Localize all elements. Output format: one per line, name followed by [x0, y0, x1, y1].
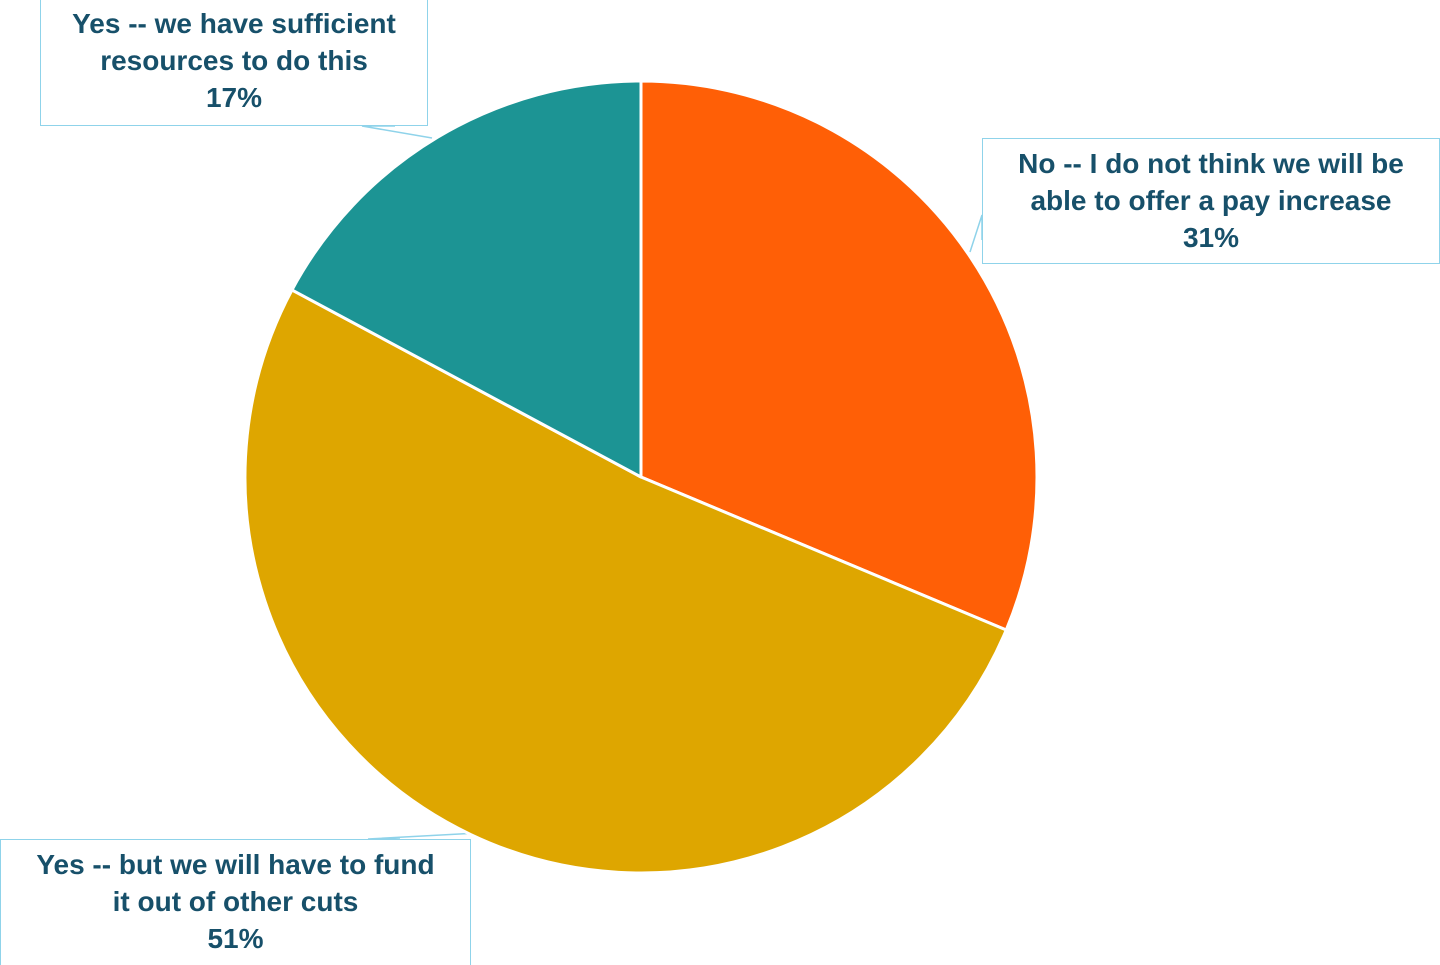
callout-no-pay-increase-line-2: able to offer a pay increase: [1030, 185, 1392, 216]
callout-fund-from-cuts: Yes -- but we will have to fund it out o…: [0, 839, 471, 965]
callout-no-pay-increase: No -- I do not think we will be able to …: [982, 138, 1440, 264]
pie-slice-fund-from-cuts: [243, 288, 1008, 875]
callout-no-pay-increase-value: 31%: [1182, 222, 1240, 253]
callout-sufficient-resources-line-2: resources to do this: [100, 45, 368, 76]
callout-no-pay-increase-line-1: No -- I do not think we will be: [1018, 148, 1404, 179]
leader-no-pay-increase: [969, 214, 983, 253]
callout-sufficient-resources-line-1: Yes -- we have sufficient: [72, 8, 396, 39]
callout-fund-from-cuts-value: 51%: [207, 923, 264, 954]
leader-sufficient-resources: [361, 125, 433, 139]
pie-slice-sufficient-resources: [290, 79, 643, 479]
callout-fund-from-cuts-line-2: it out of other cuts: [112, 886, 359, 917]
pie-slice-no-pay-increase: [639, 79, 1039, 632]
callout-sufficient-resources: Yes -- we have sufficient resources to d…: [40, 0, 428, 126]
callout-sufficient-resources-value: 17%: [205, 82, 263, 113]
callout-fund-from-cuts-line-1: Yes -- but we will have to fund: [36, 849, 435, 880]
pie-slices: [243, 79, 1039, 875]
